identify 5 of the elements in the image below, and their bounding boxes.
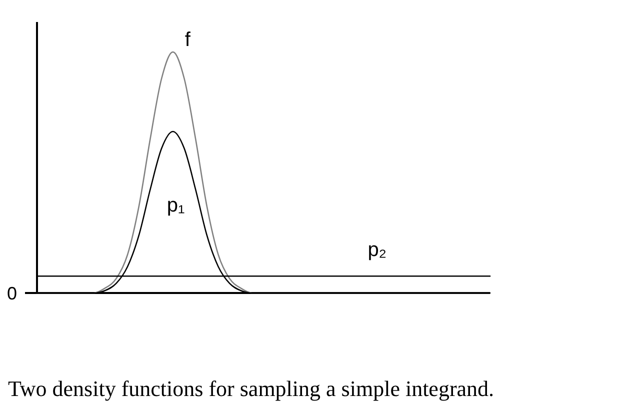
series-label: f [184,29,191,51]
series-label: p₂ [368,239,387,262]
text: Two density functions for sampling a simple integrand. [8,376,494,401]
series-label: p₁ [166,194,186,217]
text: 0 [6,283,18,304]
